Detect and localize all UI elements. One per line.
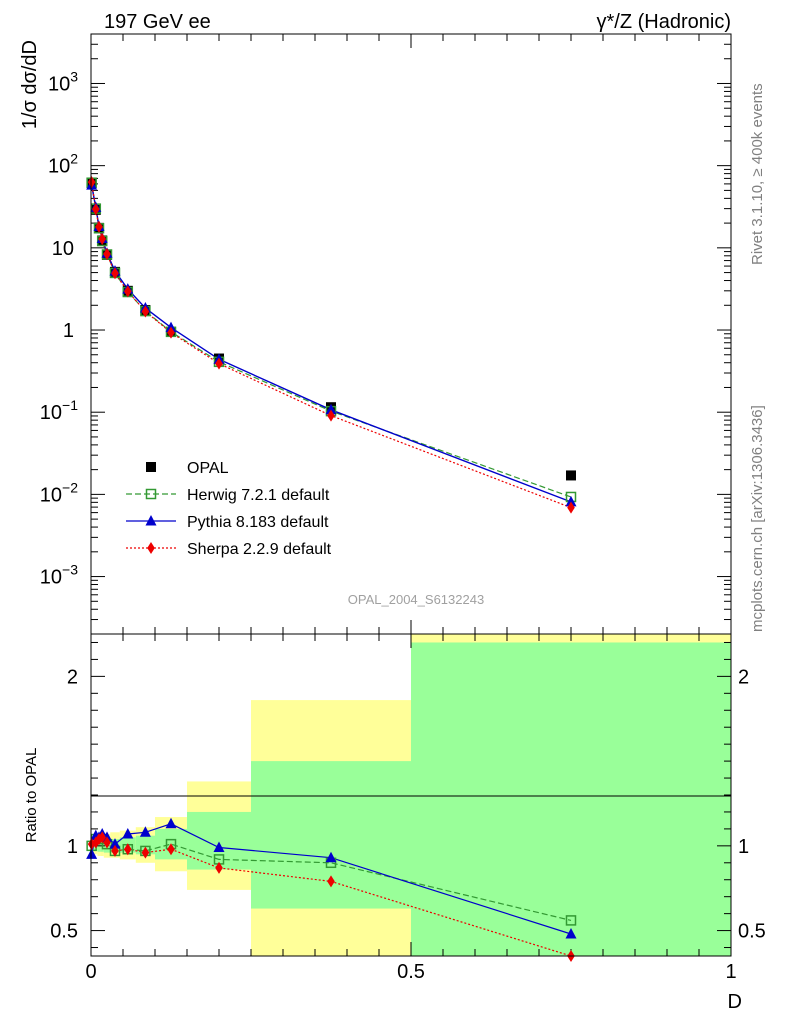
main-y-tick-label: 10: [52, 238, 74, 260]
ratio-data-point: [325, 851, 337, 863]
main-data-point: [327, 409, 335, 422]
main-data-point: [95, 220, 103, 233]
main-data-point: [325, 403, 337, 415]
legend-marker: [146, 462, 156, 472]
rivet-version-label: Rivet 3.1.10, ≥ 400k events: [749, 83, 766, 265]
main-data-point: [92, 203, 100, 216]
main-data-point: [167, 326, 175, 339]
legend-label: Sherpa 2.2.9 default: [187, 541, 332, 558]
ratio-data-point: [98, 831, 106, 844]
ratio-data-point: [109, 838, 121, 849]
main-y-tick-label: 102: [48, 151, 78, 178]
main-y-tick-label: 10−1: [40, 397, 78, 424]
legend-marker: [145, 515, 157, 526]
ratio-y-tick-label-right: 2: [738, 666, 749, 688]
ratio-data-point: [124, 843, 132, 856]
mcplots-label: mcplots.cern.ch [arXiv:1306.3436]: [749, 405, 766, 632]
main-data-point: [567, 501, 575, 514]
ratio-data-point: [213, 841, 225, 853]
ratio-y-tick-label-right: 0.5: [738, 921, 766, 943]
ratio-data-point: [165, 817, 177, 829]
main-series-line: [90, 184, 572, 503]
header-left-label: 197 GeV ee: [104, 11, 211, 33]
main-series-line: [91, 182, 572, 509]
main-data-point: [98, 233, 106, 246]
main-series-lines: [90, 182, 572, 509]
main-y-tick-label: 103: [48, 68, 78, 95]
legend-label: Pythia 8.183 default: [187, 514, 329, 531]
main-y-tick-label: 10−2: [40, 479, 78, 506]
ratio-y-tick-label-left: 1: [67, 836, 78, 858]
main-axis-ticks: 10−3 10−2 10−1 1 10 102 103: [40, 34, 732, 634]
main-y-tick-label: 10−3: [40, 562, 78, 589]
legend-label: OPAL: [187, 460, 229, 477]
ratio-y-tick-label-right: 1: [738, 836, 749, 858]
main-data-point: [103, 248, 111, 261]
ratio-data-point: [565, 927, 577, 939]
ratio-band-green: [187, 811, 251, 870]
x-tick-label: 0.5: [397, 961, 425, 983]
legend-marker: [145, 488, 157, 500]
main-y-tick-label: 1: [63, 320, 74, 342]
ratio-data-point: [327, 875, 335, 888]
main-data-point: [111, 267, 119, 280]
ratio-data-point: [122, 827, 134, 839]
ratio-data-point: [139, 826, 151, 837]
ratio-data-point: [167, 843, 175, 856]
legend: OPAL Herwig 7.2.1 default Pythia 8.183 def…: [126, 460, 332, 558]
ratio-y-tick-label-left: 0.5: [50, 921, 78, 943]
main-data-point: [566, 470, 576, 481]
ratio-band-green: [411, 642, 731, 956]
ratio-uncertainty-bands: [91, 634, 731, 956]
main-panel: 10−3 10−2 10−1 1 10 102 103 1/σ dσ/dD OPAL_200…: [19, 33, 732, 635]
main-series-line: [91, 182, 572, 498]
legend-marker: [147, 542, 155, 554]
ratio-series-markers: [86, 817, 577, 962]
main-data-point: [565, 495, 577, 507]
ratio-data-point: [565, 915, 577, 926]
analysis-id-label: OPAL_2004_S6132243: [348, 592, 484, 607]
ratio-data-point: [103, 836, 111, 849]
main-data-point: [141, 305, 150, 318]
main-y-axis-label: 1/σ dσ/dD: [19, 40, 41, 129]
ratio-y-tick-label-left: 2: [67, 666, 78, 688]
legend-label: Herwig 7.2.1 default: [187, 487, 330, 504]
ratio-data-point: [111, 844, 119, 857]
main-data-point: [124, 285, 132, 298]
ratio-panel: 0.5 0.51 12 20 0.5 1 Ratio to OPAL D: [23, 633, 766, 1013]
main-data-point: [87, 176, 96, 189]
ratio-data-point: [141, 846, 150, 859]
x-axis-label: D: [728, 991, 742, 1013]
main-series-markers: [86, 176, 577, 514]
ratio-frame: [90, 633, 732, 957]
x-tick-label: 0: [85, 961, 96, 983]
x-tick-label: 1: [725, 961, 736, 983]
main-data-point: [215, 357, 223, 370]
ratio-data-point: [215, 861, 223, 874]
header-right-label: γ*/Z (Hadronic): [597, 11, 731, 33]
ratio-y-axis-label: Ratio to OPAL: [23, 748, 40, 843]
ratio-data-point: [86, 848, 98, 859]
